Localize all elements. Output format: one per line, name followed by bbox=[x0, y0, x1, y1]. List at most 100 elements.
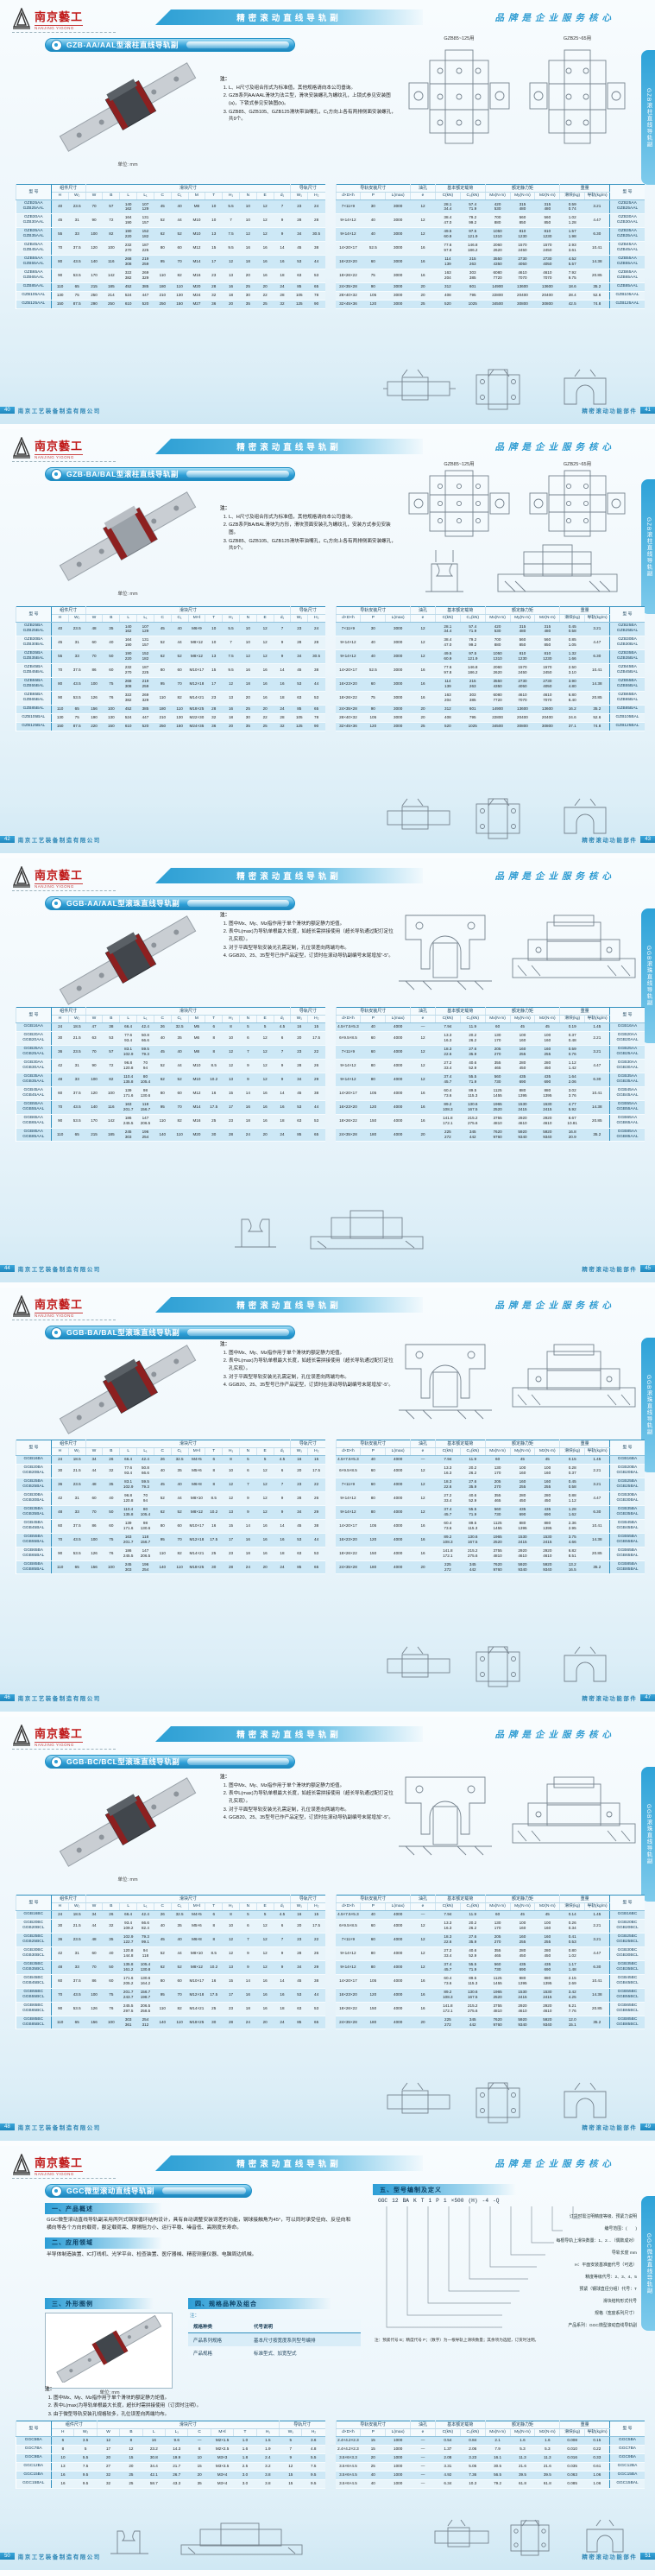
table-cell: 15 bbox=[279, 2479, 302, 2489]
table-cell: 12 bbox=[410, 1464, 436, 1478]
table-cell: 100 bbox=[85, 677, 103, 692]
table-cell: 16.8 20.9 bbox=[559, 1128, 585, 1142]
table-cell: 63 bbox=[290, 691, 308, 706]
table-cell: 1000 bbox=[385, 2471, 411, 2480]
table-cell: 90 bbox=[51, 1547, 69, 1561]
table-cell: 90 bbox=[51, 2002, 69, 2016]
table-cell: 268 308 bbox=[119, 677, 137, 692]
section-pair-drawing bbox=[110, 2522, 303, 2555]
table-cell: 53 bbox=[290, 255, 308, 269]
table-cell: 15 bbox=[307, 1455, 325, 1465]
table-row: 24×35×28 180 4000 20 225 272 345 442 7620 9760… bbox=[336, 1560, 645, 1575]
table-cell: 44 bbox=[307, 1988, 325, 2003]
table-cell: 80 bbox=[360, 1505, 386, 1520]
table-row: GGB20BC GGB20BCL 30 21.5 44 32 93.4 109.2 66.6… bbox=[16, 1919, 325, 1934]
footer-left: 40 南京工艺装备制造有限公司 bbox=[0, 406, 101, 415]
table-cell: 28 bbox=[290, 1059, 308, 1073]
column-header: 型 号 bbox=[609, 606, 645, 623]
table-cell: GGB55BC GGB55BCL bbox=[609, 1988, 645, 2003]
table-cell: 12 bbox=[256, 1478, 274, 1492]
column-header: d×D×h bbox=[335, 1447, 361, 1456]
header-rule bbox=[12, 1749, 116, 1750]
table-cell: 21.6 bbox=[534, 2462, 560, 2472]
table-cell: 50 bbox=[102, 649, 120, 664]
table-cell: 28 bbox=[205, 705, 223, 714]
table-cell: 35.2 bbox=[584, 282, 610, 292]
table-cell: 40 bbox=[171, 622, 188, 636]
edge-tab-label: GGB滚珠直线导轨副 bbox=[646, 1375, 652, 1435]
table-cell: 45 bbox=[154, 1478, 172, 1492]
company-logo: 南京藝工 NANJING YIGONG bbox=[12, 866, 84, 889]
table-cell: 560 730 bbox=[485, 1505, 511, 1520]
table-cell: 10.2 bbox=[205, 1960, 223, 1975]
table-row: 9×14×12 80 4000 12 37.4 45.7 55.5 71.9 560 730… bbox=[336, 1960, 645, 1975]
three-view-drawing bbox=[387, 2082, 607, 2123]
table-cell: GGC15BA bbox=[609, 2471, 645, 2480]
bottom-views bbox=[370, 2079, 629, 2129]
table-cell: 17 bbox=[205, 677, 223, 692]
table-cell: 27.2 33.4 bbox=[435, 1946, 461, 1961]
table-cell: M24×35 bbox=[188, 722, 205, 731]
section-title: GGC微型滚动直线导轨副 bbox=[45, 2184, 252, 2198]
spec-kinds-section: 四、规格品种及组合 注： 规格种类 代号说明 产品系列规格 基本尺寸按宽度系列型号编… bbox=[188, 2298, 361, 2359]
table-cell: M4×5 bbox=[188, 1455, 205, 1465]
table-cell: 13 bbox=[205, 227, 223, 242]
table-cell: 7 bbox=[222, 213, 240, 228]
overview-heading: 一、产品概述 bbox=[45, 2203, 162, 2214]
table-cell: 17.5 bbox=[205, 1988, 223, 2003]
table-cell: 60 bbox=[360, 255, 386, 269]
column-header: W bbox=[85, 1447, 103, 1456]
table-row: GGB25BC GGB25BCL 36 23.5 48 35 102.9 122.7 79.… bbox=[16, 1933, 325, 1947]
table-cell: 86 bbox=[85, 1519, 103, 1534]
page-number-right: 49 bbox=[640, 2123, 655, 2130]
table-cell: 24 bbox=[51, 1910, 69, 1920]
table-row: 16×23×20 120 4000 16 89.2 108.3 130.6 167.5 19… bbox=[336, 1533, 645, 1547]
table-cell: 25 bbox=[256, 300, 274, 309]
table-cell: 110 bbox=[154, 1114, 172, 1129]
table-cell: 12 bbox=[222, 255, 240, 269]
table-row: GGC15BA 16 9.5 32 25 42.1 26.7 20 M3×4 3.0 3.8 15 9.… bbox=[16, 2471, 325, 2480]
table-cell: 82 bbox=[171, 2002, 188, 2016]
column-header: 导轨尺寸 bbox=[290, 1440, 325, 1448]
table-cell: 1.6 bbox=[510, 2436, 535, 2446]
table-cell: 60 bbox=[51, 1974, 69, 1989]
table-cell: 6 bbox=[239, 1919, 257, 1934]
table-cell: 4.8 bbox=[301, 2445, 325, 2454]
table-cell: 44 bbox=[307, 677, 325, 692]
table-cell: 21.6 bbox=[510, 2462, 535, 2472]
table-cell: 22 bbox=[256, 291, 274, 301]
header-banner: 精密滚动直线导轨副 bbox=[155, 868, 423, 883]
table-cell: 4000 bbox=[385, 1960, 411, 1975]
column-header: Mz(N·m) bbox=[534, 2428, 560, 2437]
table-cell: 0.84 bbox=[460, 2436, 486, 2446]
table-row: 4.5×7.5×5.3 40 4000—7.94 11.9 60 45 45 0.15 1.45… bbox=[336, 1455, 645, 1465]
table-row: 7×11×9 60 4000 12 18.3 22.6 27.6 35.9 205 270 1… bbox=[336, 1045, 645, 1060]
table-cell: 12 bbox=[410, 1478, 436, 1492]
table-cell: 6.82 8.51 bbox=[559, 1547, 585, 1561]
table-cell: 12 bbox=[222, 1059, 240, 1073]
table-cell: 96.8 120.8 bbox=[119, 1059, 137, 1073]
table-cell: GZB45AA GZB45AAL bbox=[16, 241, 52, 256]
table-row: 14×20×17 105 4000 16 60.4 73.6 89.5 115.3 1125… bbox=[336, 1974, 645, 1989]
column-header: e bbox=[410, 1902, 436, 1911]
table-cell: 9×14×12 bbox=[336, 213, 361, 228]
spec-kinds-note: 注： bbox=[190, 2313, 200, 2319]
table-cell: 3000 bbox=[385, 663, 411, 678]
table-cell: 520 bbox=[136, 722, 154, 731]
table-cell: GGC15BAL bbox=[16, 2479, 52, 2489]
table-cell: 4.47 bbox=[584, 636, 610, 650]
table-cell: 5 bbox=[256, 1910, 274, 1920]
notes-title: 注： bbox=[220, 913, 230, 918]
table-cell: 40 bbox=[102, 1491, 120, 1506]
table-cell: 9 bbox=[274, 636, 291, 650]
table-cell: 130.6 164.2 bbox=[136, 1974, 154, 1989]
table-cell: 3.90 4.80 bbox=[559, 677, 585, 692]
table-cell: GGB16AA bbox=[16, 1022, 52, 1032]
table-cell: 25 bbox=[360, 2462, 386, 2472]
column-header: 组件尺寸 bbox=[51, 606, 86, 615]
table-cell: 53 bbox=[307, 269, 325, 283]
table-cell: 4000 bbox=[385, 1988, 411, 2003]
table-cell: 105.4 130.8 bbox=[136, 1960, 154, 1975]
table-cell: 3000 bbox=[385, 199, 411, 214]
table-cell: 100 bbox=[85, 1073, 103, 1087]
